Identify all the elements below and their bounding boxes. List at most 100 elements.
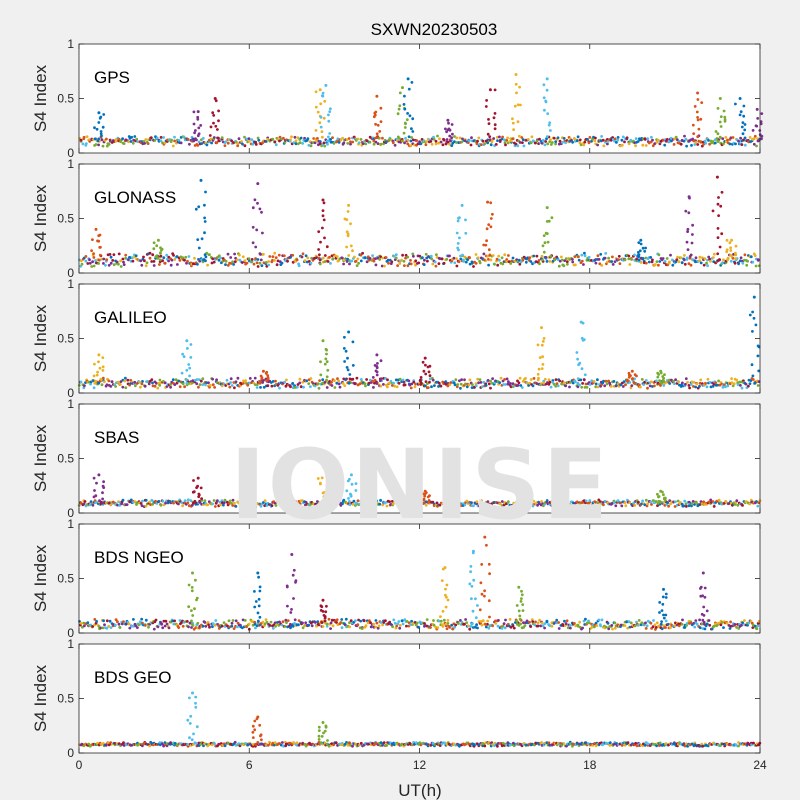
spike-point [256, 611, 260, 615]
data-point [490, 140, 494, 144]
y-axis-title: S4 Index [31, 304, 50, 372]
data-point [329, 138, 332, 141]
spike-point [374, 110, 378, 114]
spike-point [474, 597, 477, 601]
spike-point [541, 340, 545, 343]
data-point [564, 141, 567, 145]
spike-point [444, 622, 448, 626]
data-point [562, 742, 566, 746]
data-point [605, 382, 609, 386]
spike-point [514, 82, 518, 86]
data-point [618, 262, 622, 265]
data-point [561, 141, 564, 144]
data-point [614, 504, 618, 508]
data-point [669, 626, 672, 630]
data-point [169, 385, 173, 389]
data-point [699, 261, 703, 265]
spike-point [405, 118, 409, 122]
data-point [455, 264, 459, 268]
data-point [433, 384, 436, 387]
spike-point [407, 87, 411, 91]
data-point [161, 499, 165, 503]
data-point [365, 260, 369, 264]
data-point [109, 255, 113, 259]
data-point [401, 622, 405, 626]
data-point [683, 499, 687, 503]
data-point [163, 141, 167, 145]
spike-point [742, 114, 746, 118]
data-point [743, 253, 747, 257]
data-point [229, 256, 233, 259]
data-point [735, 499, 739, 503]
spike-point [292, 568, 296, 572]
spike-point [192, 490, 196, 494]
data-point [548, 380, 552, 384]
spike-point [427, 370, 431, 374]
data-point [530, 135, 534, 139]
data-point [139, 385, 142, 389]
spike-point [542, 96, 546, 100]
spike-point [185, 381, 189, 385]
data-point [346, 142, 350, 145]
spike-point [451, 132, 454, 136]
data-point [470, 136, 473, 140]
data-point [296, 136, 300, 140]
spike-point [661, 375, 665, 378]
data-point [693, 625, 697, 629]
data-point [728, 142, 732, 146]
data-point [627, 142, 631, 146]
data-point [380, 264, 384, 268]
spike-point [199, 486, 203, 490]
data-point [84, 259, 88, 263]
spike-point [521, 603, 525, 606]
spike-point [488, 135, 492, 139]
spike-point [685, 240, 689, 244]
data-point [683, 134, 686, 138]
spike-point [520, 597, 523, 600]
spike-point [489, 217, 493, 220]
data-point [351, 377, 355, 381]
data-point [644, 621, 647, 625]
data-point [672, 379, 675, 383]
data-point [475, 623, 478, 627]
data-point [568, 624, 572, 627]
data-point [389, 379, 393, 383]
data-point [158, 383, 162, 387]
data-point [437, 381, 441, 385]
data-point [439, 619, 443, 623]
data-point [282, 254, 286, 258]
data-point [545, 260, 549, 263]
spike-point [318, 121, 322, 125]
data-point [623, 140, 626, 144]
data-point [611, 627, 614, 631]
data-point [321, 256, 325, 260]
data-point [215, 141, 219, 145]
spike-point [485, 99, 488, 102]
spike-point [742, 104, 746, 108]
data-point [378, 502, 382, 506]
spike-point [686, 248, 690, 252]
data-point [621, 135, 625, 139]
data-point [521, 138, 525, 142]
data-point [230, 139, 234, 143]
data-point [236, 376, 240, 380]
data-point [94, 143, 98, 146]
spike-peak [443, 566, 447, 570]
spike-point [756, 354, 760, 358]
spike-point [479, 581, 483, 585]
data-point [625, 136, 629, 140]
data-point [521, 141, 524, 145]
spike-point [542, 234, 546, 238]
data-point [363, 256, 367, 259]
spike-point [185, 378, 188, 382]
data-point [564, 384, 568, 388]
spike-point [325, 375, 329, 379]
data-point [152, 264, 156, 267]
data-point [379, 142, 383, 146]
data-point [526, 256, 530, 260]
data-point [206, 503, 210, 507]
data-point [457, 622, 460, 625]
spike-point [456, 246, 460, 250]
data-point [610, 624, 614, 627]
y-tick-label: 1 [67, 517, 74, 531]
